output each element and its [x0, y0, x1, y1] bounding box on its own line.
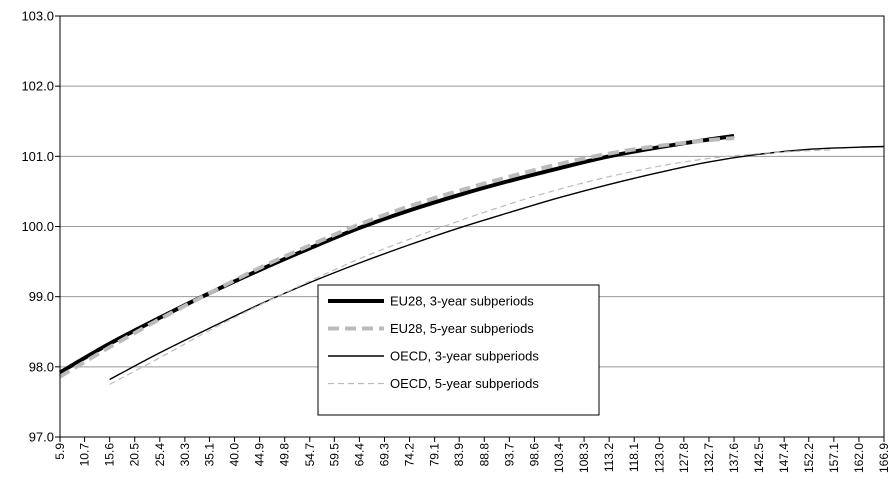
y-tick-label: 103.0 — [21, 9, 54, 24]
series-line-4 — [109, 149, 834, 385]
x-tick-label: 40.0 — [228, 443, 242, 467]
x-tick-label: 59.5 — [327, 443, 341, 467]
y-tick-label: 99.0 — [29, 289, 54, 304]
legend-box — [317, 284, 600, 416]
x-tick-label: 74.2 — [403, 443, 417, 467]
x-tick-label: 93.7 — [502, 443, 516, 467]
y-tick-label: 98.0 — [29, 359, 54, 374]
x-tick-label: 20.5 — [128, 443, 142, 467]
x-tick-label: 25.4 — [153, 443, 167, 467]
x-tick-label: 103.4 — [552, 443, 566, 473]
x-tick-label: 35.1 — [202, 443, 216, 467]
series-line-3 — [109, 145, 885, 381]
series-line-2 — [58, 136, 735, 379]
y-axis-ticks: 97.0 98.0 99.0 100.0 101.0 102.0 103.0 — [21, 9, 54, 445]
y-tick-label: 97.0 — [29, 430, 54, 445]
x-tick-label: 5.9 — [53, 443, 67, 460]
x-tick-label: 162.0 — [852, 443, 866, 473]
y-tick-label: 100.0 — [21, 219, 54, 234]
x-tick-label: 49.8 — [278, 443, 292, 467]
legend-label: OECD, 3-year subperiods — [390, 349, 539, 364]
plot-frame — [59, 15, 885, 438]
x-tick-label: 132.7 — [702, 443, 716, 473]
x-tick-label: 15.6 — [103, 443, 117, 467]
x-tick-label: 147.4 — [777, 443, 791, 473]
axes — [55, 15, 885, 442]
x-tick-label: 83.9 — [452, 443, 466, 467]
legend: EU28, 3-year subperiods EU28, 5-year subp… — [317, 284, 600, 416]
x-tick-label: 127.8 — [677, 443, 691, 473]
x-tick-label: 113.2 — [602, 443, 616, 472]
legend-label: EU28, 3-year subperiods — [390, 294, 534, 309]
x-tick-label: 142.5 — [752, 443, 766, 473]
x-tick-label: 10.7 — [78, 443, 92, 467]
x-tick-label: 166.9 — [877, 443, 889, 473]
x-tick-label: 137.6 — [727, 443, 741, 473]
x-tick-label: 54.7 — [303, 443, 317, 467]
x-tick-label: 123.0 — [652, 443, 666, 473]
legend-label: EU28, 5-year subperiods — [390, 321, 534, 336]
x-tick-label: 157.1 — [827, 443, 841, 473]
x-tick-label: 64.4 — [352, 443, 366, 467]
x-tick-label: 79.1 — [428, 443, 442, 467]
x-tick-label: 30.3 — [178, 443, 192, 467]
y-tick-label: 101.0 — [21, 149, 54, 164]
x-axis-ticks: 5.9 10.7 15.6 20.5 25.4 30.3 35.1 40.0 44.9 49.8 5… — [53, 443, 889, 473]
x-tick-label: 108.3 — [577, 443, 591, 473]
y-tick-label: 102.0 — [21, 79, 54, 94]
x-tick-label: 44.9 — [253, 443, 267, 467]
x-tick-label: 69.3 — [377, 443, 391, 467]
series-lines — [58, 133, 885, 385]
x-tick-label: 152.2 — [802, 443, 816, 473]
x-tick-label: 98.6 — [527, 443, 541, 467]
legend-label: OECD, 5-year subperiods — [390, 376, 539, 391]
x-tick-label: 118.1 — [627, 443, 641, 472]
x-tick-label: 88.8 — [477, 443, 491, 467]
